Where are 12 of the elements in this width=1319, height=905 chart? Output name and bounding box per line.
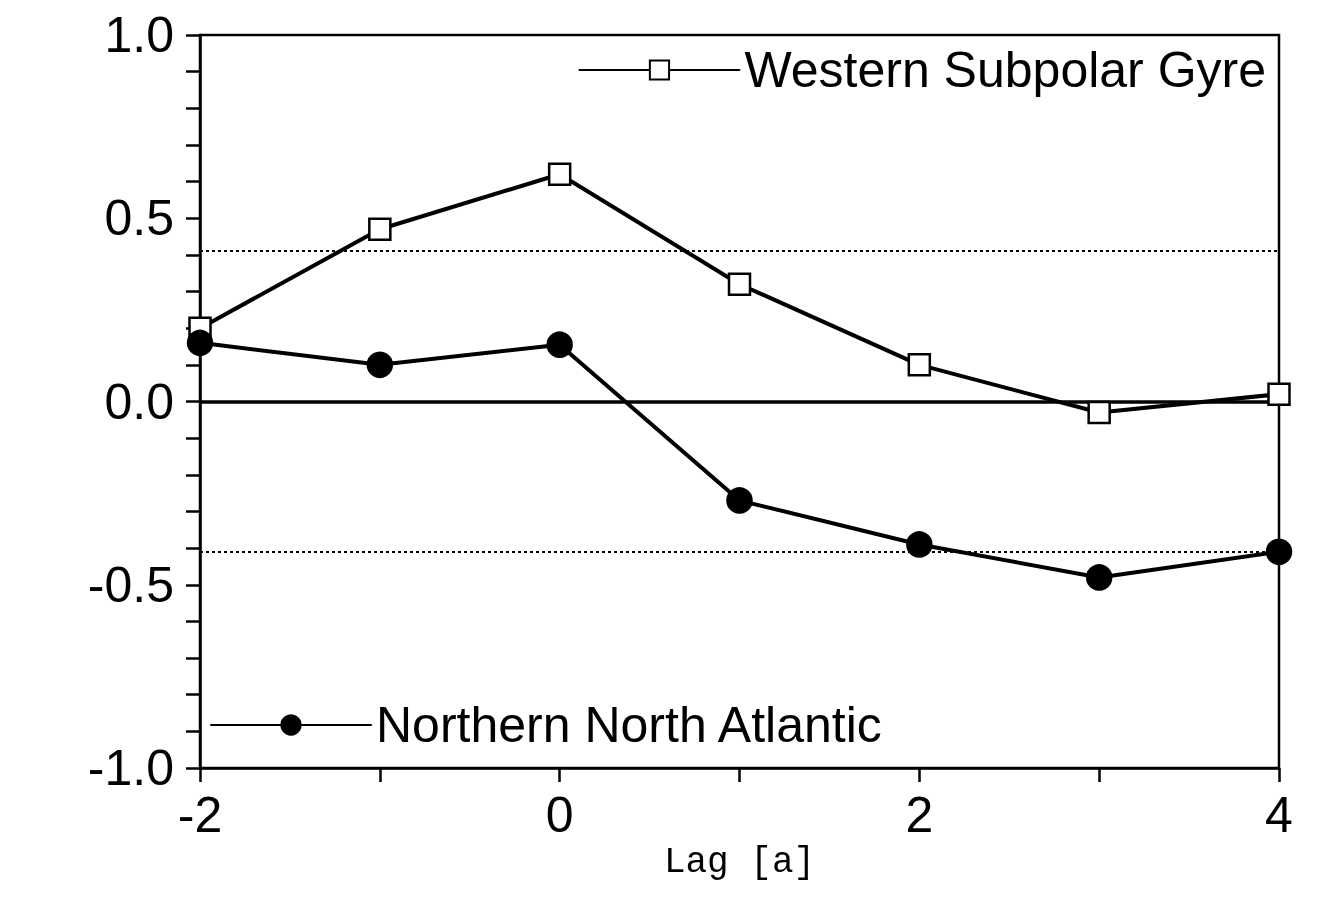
legend-label: Northern North Atlantic (376, 697, 882, 753)
x-tick-label: 0 (545, 787, 574, 843)
y-tick-label: 0.5 (104, 190, 174, 247)
y-tick-label: 1.0 (104, 7, 174, 63)
x-tick-label: -2 (177, 787, 223, 843)
y-tick-label: -1.0 (87, 740, 174, 796)
x-axis-title: Lag [a] (663, 842, 816, 884)
x-tick-label: 2 (905, 787, 934, 843)
x-tick-label: 4 (1265, 787, 1293, 843)
y-tick-label: -0.5 (87, 556, 174, 613)
y-tick-label: 0.0 (104, 373, 174, 430)
legend-label: Western Subpolar Gyre (744, 42, 1267, 98)
